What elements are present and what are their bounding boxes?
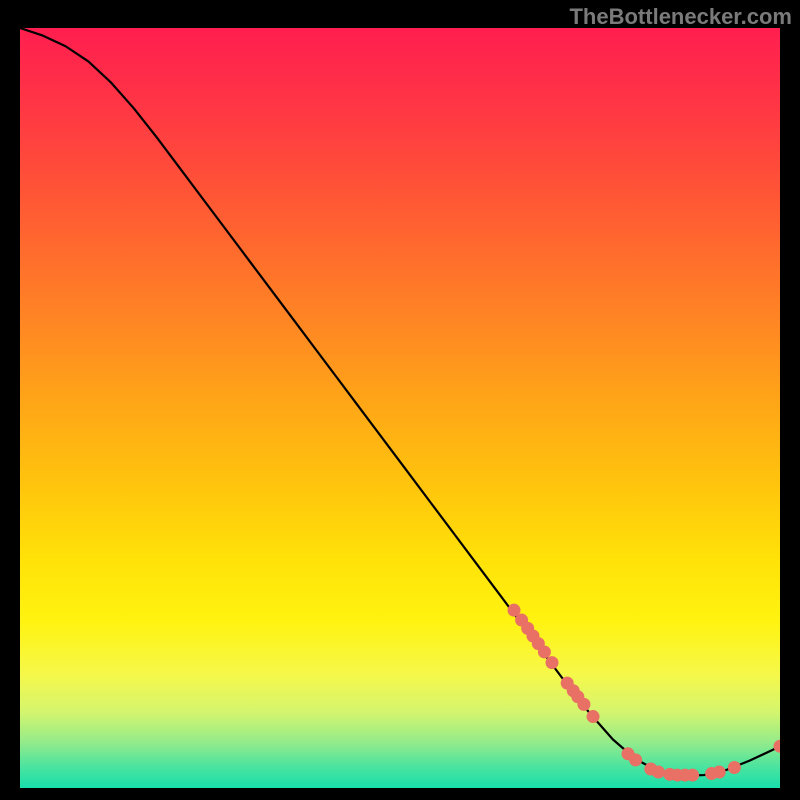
data-marker bbox=[728, 761, 741, 774]
chart-svg bbox=[20, 28, 780, 788]
data-marker bbox=[538, 645, 551, 658]
chart-stage: TheBottlenecker.com bbox=[0, 0, 800, 800]
data-marker bbox=[546, 656, 559, 669]
data-marker bbox=[629, 753, 642, 766]
data-marker bbox=[652, 766, 665, 779]
plot-area bbox=[20, 28, 780, 788]
data-marker bbox=[713, 766, 726, 779]
data-marker bbox=[577, 698, 590, 711]
gradient-background bbox=[20, 28, 780, 788]
watermark-text: TheBottlenecker.com bbox=[569, 4, 792, 30]
data-marker bbox=[587, 710, 600, 723]
data-marker bbox=[686, 769, 699, 782]
